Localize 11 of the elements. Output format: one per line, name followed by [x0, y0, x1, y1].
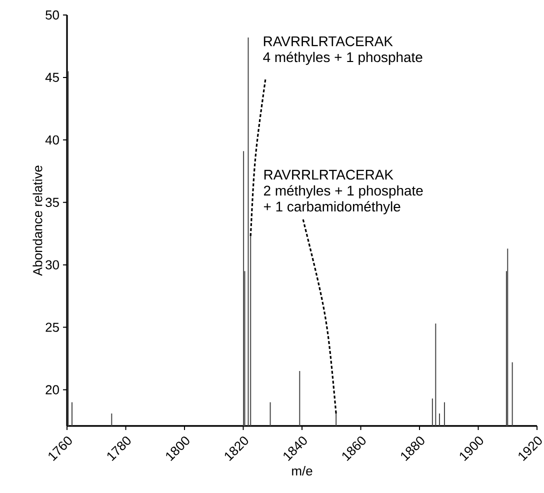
annotation: RAVRRLRTACERAK 4 méthyles + 1 phosphate: [263, 36, 422, 65]
y-axis-title: Abondance relative: [32, 166, 42, 276]
y-tick-label: 40: [45, 135, 59, 144]
y-tick-label: 20: [46, 385, 59, 394]
y-tick-label: 50: [46, 10, 59, 20]
y-tick-label: 35: [46, 198, 59, 207]
y-tick-label: 25: [46, 322, 59, 332]
y-tick-label: 45: [45, 72, 59, 82]
x-axis-title: m/e: [292, 466, 312, 476]
annotation: RAVRRLRTACERAK 2 méthyles + 1 phosphate + 1 carbamidométhyle: [264, 170, 423, 214]
y-tick-label: 30: [46, 260, 59, 270]
